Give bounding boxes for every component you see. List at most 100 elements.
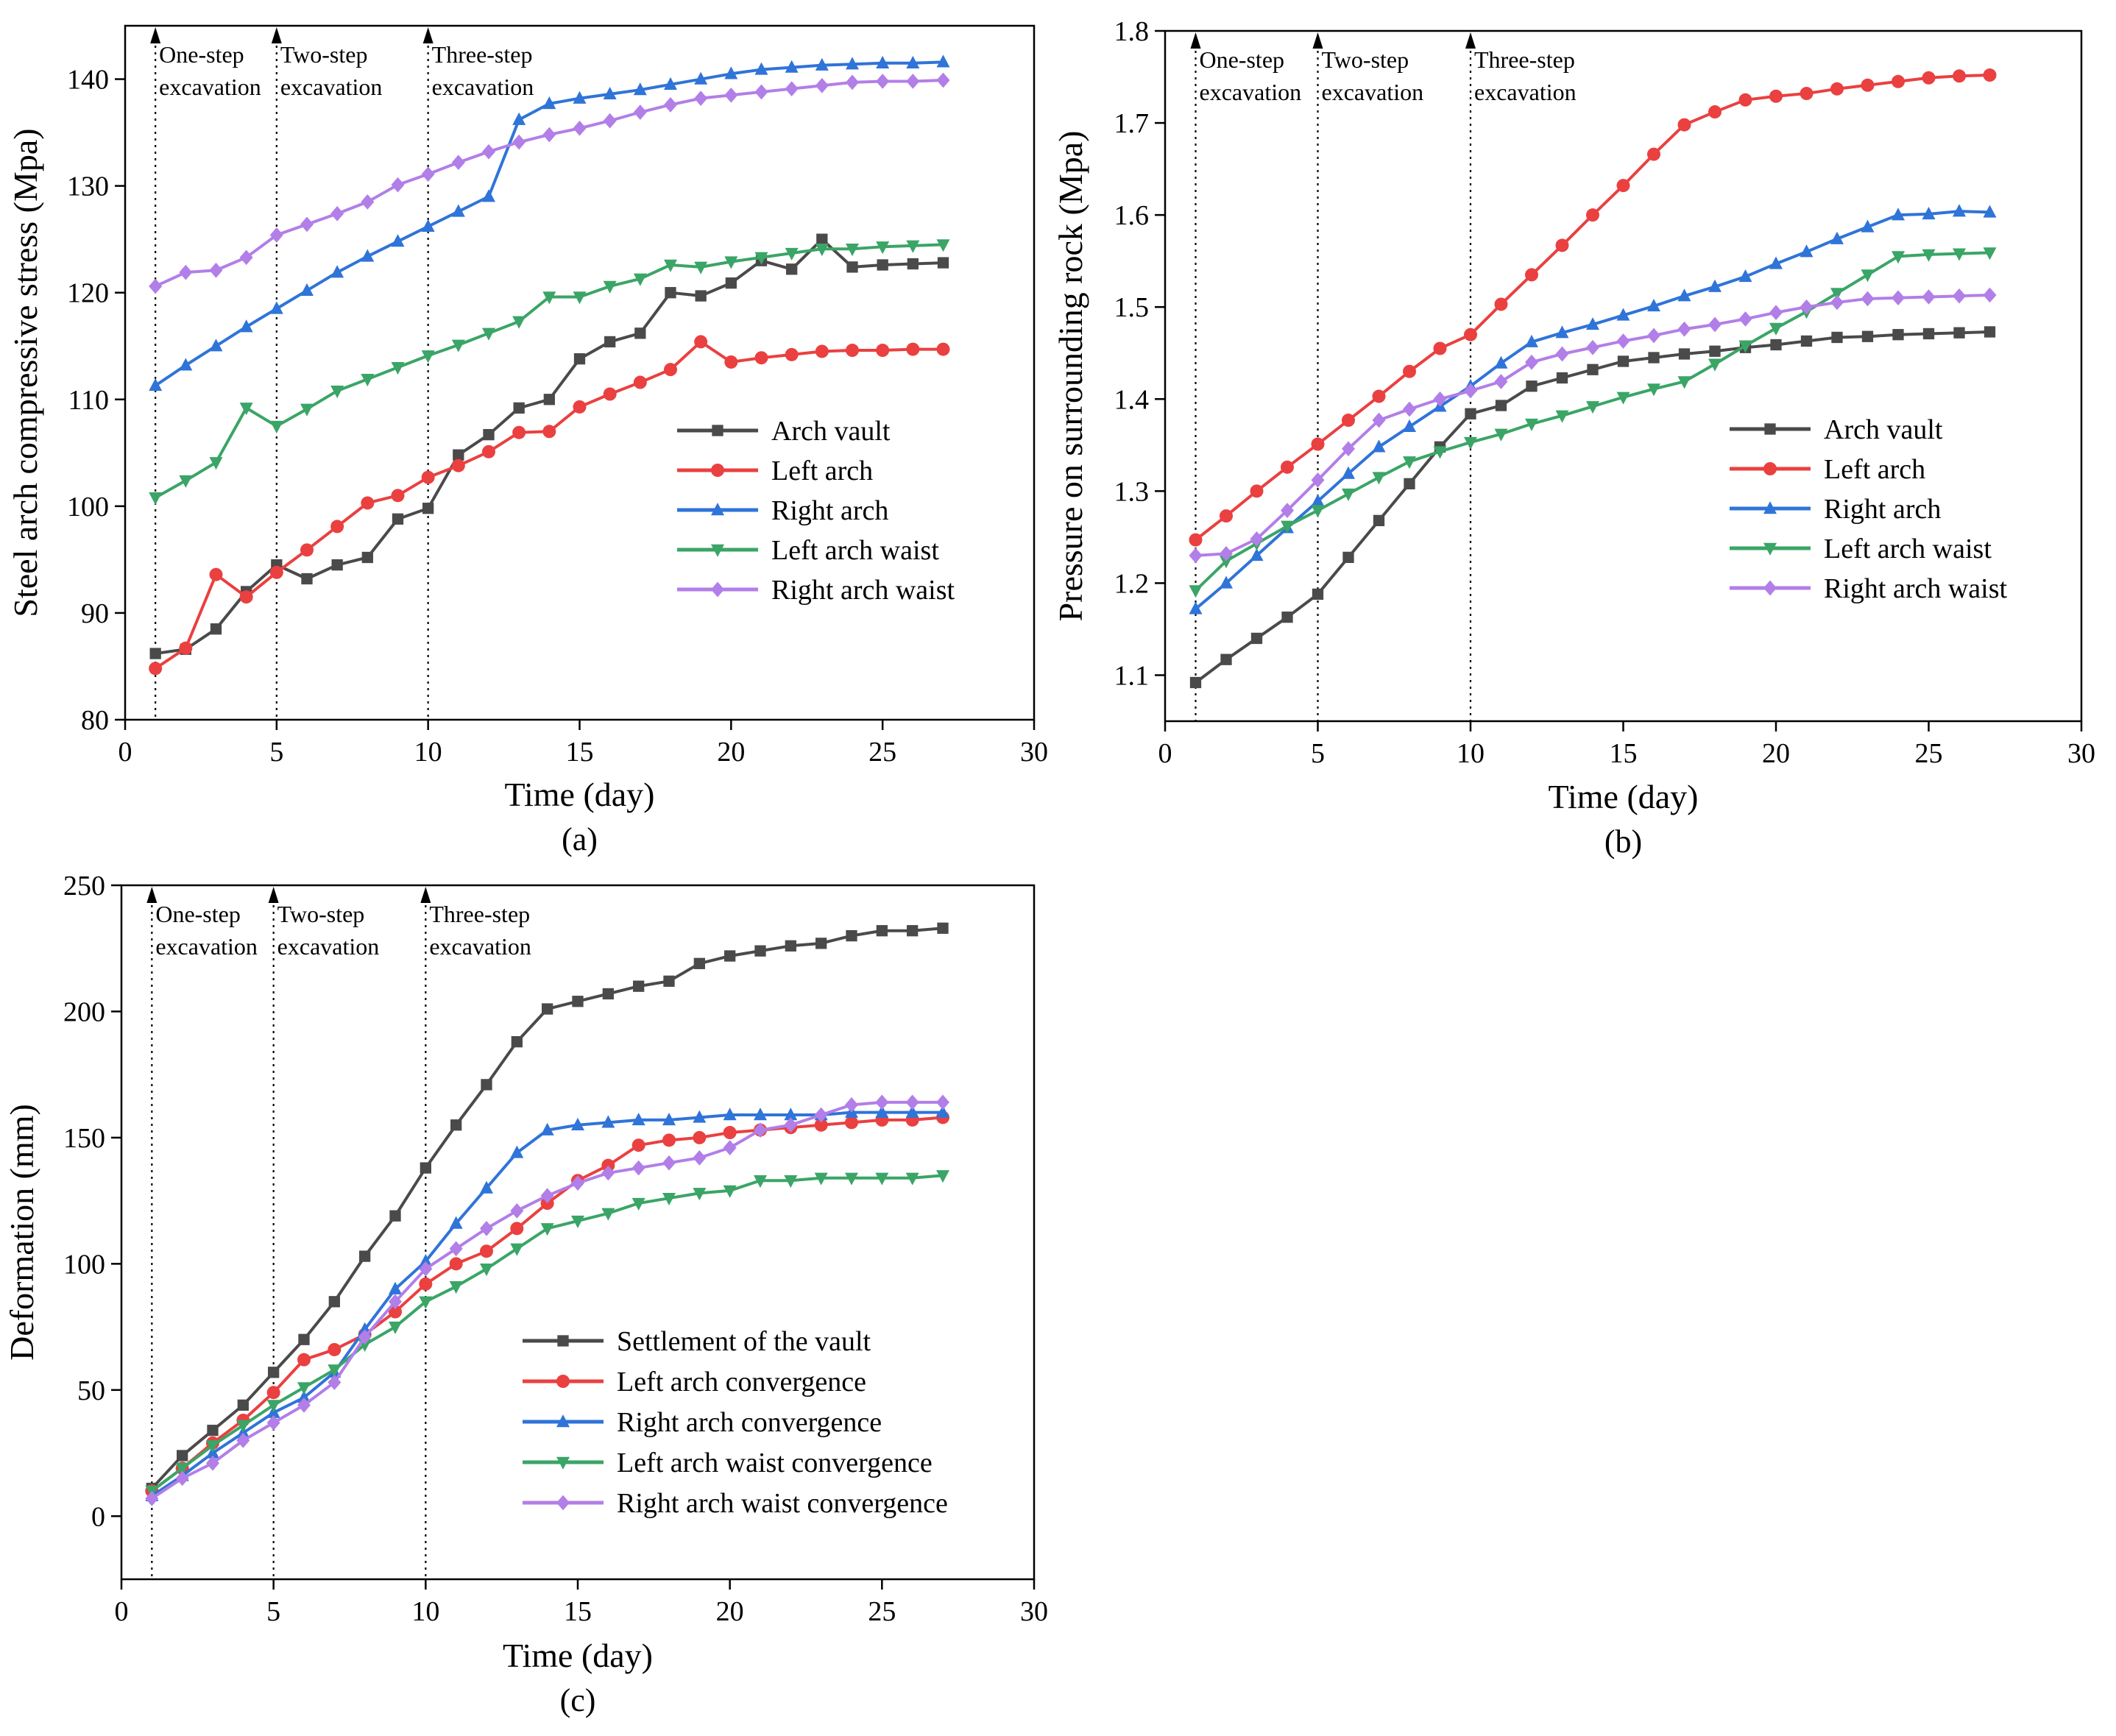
data-point [1983,287,1997,303]
data-point [601,1115,615,1128]
data-point [1647,147,1660,161]
data-point [543,394,555,405]
data-point [1372,472,1386,485]
data-point [725,277,737,289]
data-point [633,273,647,286]
y-tick-label: 1.8 [1114,16,1150,47]
legend-marker [712,425,723,436]
data-point [451,458,465,472]
data-point [816,233,828,245]
series-right-arch-convergence [145,1105,949,1502]
y-tick-label: 1.5 [1114,292,1150,323]
data-point [1526,380,1538,392]
legend-label: Right arch waist convergence [617,1488,948,1519]
data-point [573,352,586,365]
legend-label: Right arch [1824,494,1941,525]
y-tick-label: 1.3 [1114,476,1150,507]
y-tick-label: 200 [63,996,105,1027]
data-point [936,1094,949,1110]
data-point [1494,297,1508,311]
data-point [1494,374,1508,389]
data-point [906,55,920,68]
data-point [754,1108,767,1121]
data-point [1555,238,1569,252]
data-point [1555,325,1569,339]
data-point [723,1140,737,1155]
data-point [1433,391,1447,407]
data-point [603,387,617,401]
data-point [1525,268,1538,282]
data-point [1189,585,1203,598]
data-point [633,104,647,120]
data-point [145,1490,159,1506]
data-point [571,1215,584,1228]
series-settlement-of-the-vault [146,922,949,1495]
excavation-label: Three-step [432,41,533,68]
data-point [1525,354,1538,370]
x-axis-title: Time (day) [503,1637,653,1674]
data-point [1555,410,1569,423]
data-point [1983,205,1997,218]
y-tick-label: 100 [63,1249,105,1280]
data-point [1525,418,1538,431]
data-point [269,420,283,433]
data-point [420,1162,431,1174]
data-point [936,342,950,356]
legend-label: Left arch [1824,454,1925,485]
data-point [1983,247,1997,261]
data-point [149,278,163,294]
data-point [1250,484,1264,498]
data-point [664,77,677,90]
data-point [1892,329,1904,341]
data-point [877,259,888,271]
data-point [300,543,314,557]
excavation-label: Two-step [1322,46,1409,73]
excavation-label: One-step [1200,46,1285,73]
x-tick-label: 25 [868,1596,896,1627]
data-point [179,475,193,488]
excavation-arrow-icon [1312,32,1323,49]
excavation-arrow-icon [420,887,431,903]
data-point [389,1294,402,1310]
data-point [754,945,766,957]
data-point [239,590,253,604]
data-point [1586,208,1599,222]
data-point [1861,291,1875,307]
data-point [328,1375,342,1390]
data-point [754,1175,767,1188]
x-tick-label: 0 [115,1596,129,1627]
data-point [694,335,708,349]
data-point [846,74,859,91]
data-point [391,489,405,503]
excavation-arrow-icon [146,887,158,903]
data-point [876,55,890,68]
data-point [937,257,949,269]
data-point [389,1281,402,1294]
data-point [1494,355,1508,369]
data-point [1922,289,1936,305]
data-point [1220,556,1233,569]
data-point [1953,69,1966,83]
excavation-label: One-step [155,901,241,927]
data-point [662,1113,676,1126]
y-tick-label: 250 [63,871,105,901]
data-point [1342,466,1355,479]
data-point [209,262,223,278]
data-point [1830,288,1844,301]
data-point [876,344,890,358]
y-tick-label: 80 [81,705,109,736]
data-point [937,922,949,934]
y-tick-label: 1.2 [1114,568,1150,599]
excavation-label: Three-step [429,901,530,927]
data-point [391,362,405,375]
data-point [603,280,617,294]
data-point [482,327,495,341]
data-point [662,1193,676,1206]
legend-label: Left arch convergence [617,1367,866,1397]
data-point [1403,456,1416,470]
series-line [155,78,944,288]
excavation-arrow-icon [1190,32,1201,49]
data-point [905,1094,919,1110]
data-point [1189,533,1203,547]
data-point [1738,269,1752,283]
